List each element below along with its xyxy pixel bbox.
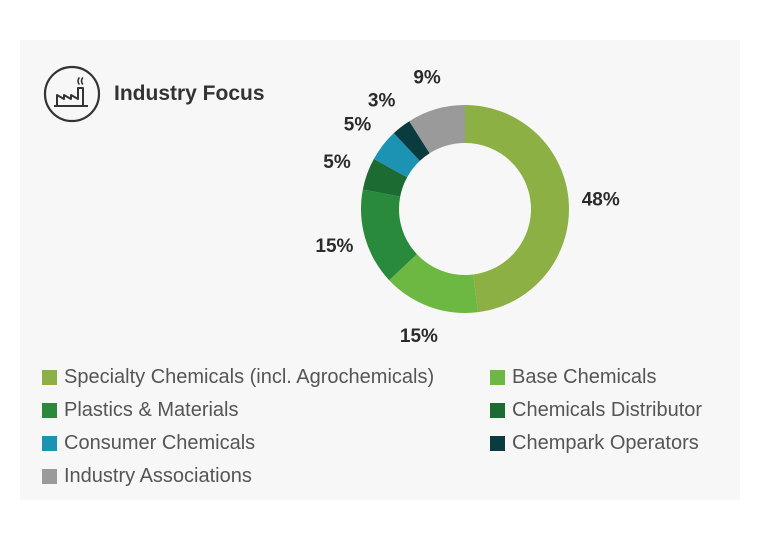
- slice-industry-associations: [409, 105, 465, 154]
- legend-item-base-chemicals: Base Chemicals: [490, 366, 657, 389]
- legend-label: Consumer Chemicals: [64, 432, 256, 454]
- legend-item-specialty-chemicals-incl-agrochemicals: Specialty Chemicals (incl. Agrochemicals…: [42, 366, 434, 389]
- slice-specialty-chemicals-incl-agrochemicals: [465, 105, 570, 313]
- legend-swatch: [42, 403, 57, 418]
- legend-item-chemicals-distributor: Chemicals Distributor: [490, 399, 702, 422]
- legend-label: Chempark Operators: [512, 432, 699, 454]
- slice-plastics-materials: [361, 189, 417, 281]
- legend-swatch: [490, 436, 505, 451]
- slice-base-chemicals: [389, 254, 479, 313]
- chart-title: Industry Focus: [114, 82, 265, 105]
- legend-label: Chemicals Distributor: [512, 399, 703, 421]
- legend-label: Industry Associations: [64, 465, 252, 487]
- legend-swatch: [490, 370, 505, 385]
- chart-card: [20, 40, 740, 500]
- legend-item-plastics-materials: Plastics & Materials: [42, 399, 239, 422]
- slice-consumer-chemicals: [373, 133, 420, 178]
- legend-label: Plastics & Materials: [64, 399, 239, 421]
- factory-icon: [43, 65, 101, 123]
- legend-label: Specialty Chemicals (incl. Agrochemicals…: [64, 366, 435, 388]
- chart-header: Industry Focus: [42, 64, 265, 124]
- legend-item-chempark-operators: Chempark Operators: [490, 432, 699, 455]
- slice-chempark-operators: [393, 121, 430, 161]
- slice-label-consumer-chemicals: 5%: [344, 115, 372, 136]
- donut-chart: 48% 15% 15% 5% 5% 3% 9%: [315, 67, 620, 347]
- legend-swatch: [42, 469, 57, 484]
- slice-chemicals-distributor: [362, 158, 408, 197]
- legend-label: Base Chemicals: [512, 366, 657, 388]
- legend-swatch: [490, 403, 505, 418]
- legend-swatch: [42, 436, 57, 451]
- slice-label-industry-associations: 9%: [413, 67, 441, 88]
- slice-label-chempark-operators: 3%: [368, 91, 396, 112]
- legend-item-industry-associations: Industry Associations: [42, 465, 252, 488]
- legend-item-consumer-chemicals: Consumer Chemicals: [42, 432, 255, 455]
- slice-label-base-chemicals: 15%: [400, 326, 438, 347]
- slice-label-plastics-materials: 15%: [315, 236, 353, 257]
- slice-label-chemicals-distributor: 5%: [323, 152, 351, 173]
- legend-swatch: [42, 370, 57, 385]
- slice-label-specialty-chemicals-incl-agrochemicals: 48%: [582, 189, 620, 210]
